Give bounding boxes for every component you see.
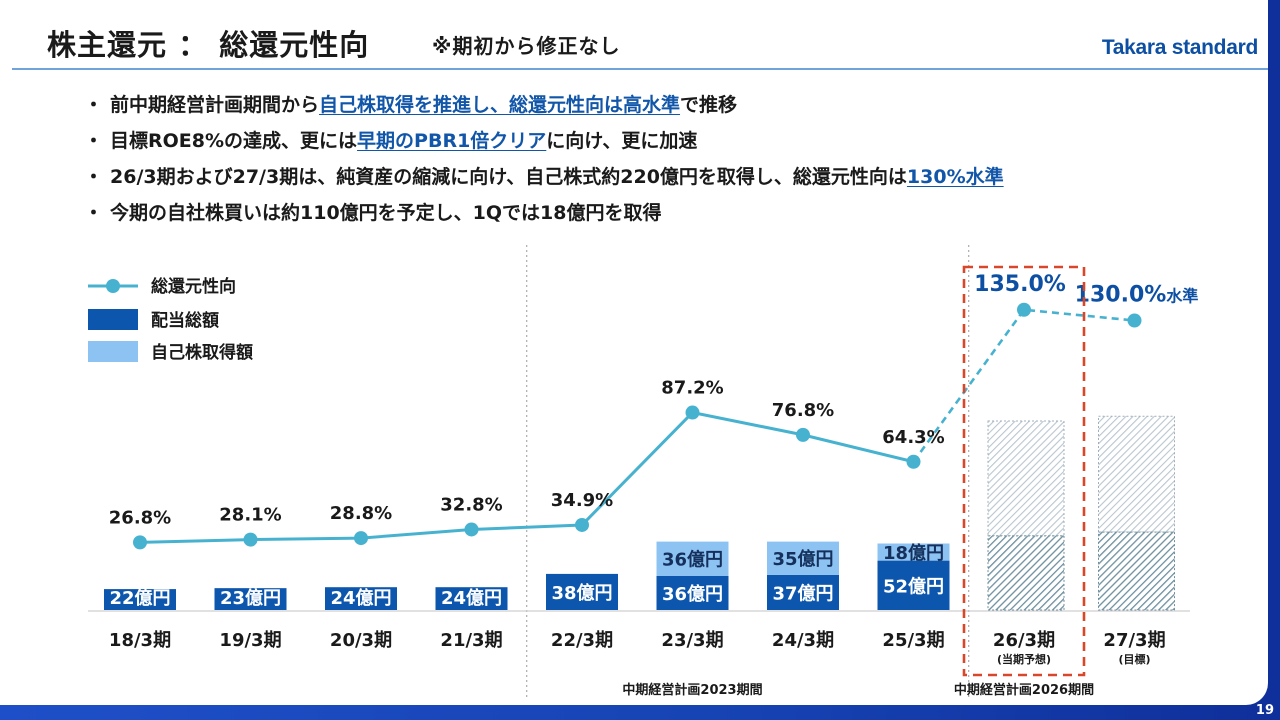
bullet-text: 目標ROE8%の達成、更には: [110, 130, 358, 152]
payout-ratio-forecast-line: [912, 308, 1135, 463]
bullet-highlight: 自己株取得を推進し、総還元性向は高水準: [319, 94, 681, 116]
payout-ratio-label: 34.9%: [551, 490, 613, 511]
payout-ratio-point: [685, 405, 700, 420]
payout-ratio-label: 130.0%水準: [1075, 283, 1199, 308]
page-number: 19: [1255, 703, 1274, 718]
dividend-bar: [325, 587, 397, 610]
category-sublabel: (目標): [1118, 652, 1150, 666]
dividend-label: 23億円: [220, 587, 281, 609]
payout-ratio-point: [906, 454, 921, 469]
buyback-label: 36億円: [662, 549, 723, 571]
dividend-bar: [877, 560, 950, 610]
page-title: 株主還元 ： 総還元性向: [47, 28, 370, 62]
dividend-bar: [546, 573, 618, 610]
payout-ratio-label: 64.3%: [882, 427, 944, 448]
dividend-bar: [435, 587, 508, 610]
slide: 株主還元 ： 総還元性向 ※期初から修正なし Takara standard ・…: [12, 22, 1268, 700]
payout-ratio-label: 32.8%: [440, 494, 502, 515]
dividend-bar: [104, 589, 176, 610]
category-label: 25/3期: [882, 630, 944, 651]
dividend-label: 24億円: [330, 587, 391, 609]
bullet-text: に向け、更に加速: [546, 130, 698, 152]
payout-ratio-point: [575, 517, 589, 532]
category-label: 18/3期: [109, 630, 171, 651]
payout-ratio-point: [133, 535, 147, 550]
payout-ratio-point: [243, 532, 258, 547]
bullet-item: ・目標ROE8%の達成、更には早期のPBR1倍クリアに向け、更に加速: [84, 126, 1244, 162]
category-label: 19/3期: [219, 630, 281, 651]
title-note: ※期初から修正なし: [432, 34, 621, 58]
buyback-bar: [767, 541, 839, 575]
category-label: 27/3期: [1103, 630, 1165, 651]
payout-ratio-point: [464, 522, 479, 537]
bullet-item: ・前中期経営計画期間から自己株取得を推進し、総還元性向は高水準で推移: [84, 90, 1244, 126]
brand-logo: Takara standard: [1101, 36, 1258, 59]
payout-ratio-line: [139, 410, 914, 544]
payout-ratio-label: 76.8%: [772, 400, 834, 421]
dividend-label: 37億円: [772, 582, 833, 604]
title-row: 株主還元 ： 総還元性向 ※期初から修正なし Takara standard: [47, 22, 1262, 66]
payout-ratio-point: [1127, 313, 1142, 328]
payout-ratio-label: 28.1%: [219, 505, 281, 526]
bullet-item: ・今期の自社株買いは約110億円を予定し、1Qでは18億円を取得: [84, 198, 1244, 234]
period-label: 中期経営計画2026期間: [954, 682, 1094, 698]
legend-line-marker: [106, 279, 120, 293]
bullet-item: ・ 26/3期および27/3期は、純資産の縮減に向け、自己株式約220億円を取得し…: [84, 162, 1244, 198]
bullet-marker: ・: [84, 130, 104, 152]
dividend-label: 36億円: [662, 583, 723, 605]
buyback-bar: [877, 543, 950, 561]
category-label: 23/3期: [661, 630, 723, 651]
bullet-marker: ・: [84, 202, 104, 224]
forecast-highlight-box: [962, 265, 1086, 677]
legend-label: 配当総額: [151, 310, 219, 331]
payout-ratio-label: 87.2%: [661, 378, 723, 399]
forecast-buyback-bar: [987, 420, 1065, 537]
legend-label: 総還元性向: [151, 276, 236, 297]
bullet-text: 前中期経営計画期間から: [110, 94, 320, 116]
bullet-highlight: 早期のPBR1倍クリア: [357, 130, 547, 152]
legend-label: 自己株取得額: [151, 342, 253, 363]
dividend-bar: [767, 574, 839, 610]
dividend-bar: [214, 588, 287, 610]
dividend-label: 24億円: [441, 587, 502, 609]
shareholder-return-chart: 22億円 23億円 24億円 24億円 38億円 36億円 36億円 37億円 35億円 52億円…: [88, 245, 1199, 700]
bullet-marker: ・: [84, 166, 104, 188]
payout-ratio-point: [1017, 302, 1031, 317]
category-sublabel: (当期予想): [997, 652, 1051, 666]
forecast-dividend-bar: [987, 535, 1065, 611]
dividend-label: 52億円: [883, 575, 944, 597]
payout-ratio-label: 135.0%: [974, 272, 1066, 297]
category-label: 21/3期: [440, 630, 502, 651]
period-label: 中期経営計画2023期間: [622, 682, 762, 698]
bullet-text: で推移: [680, 94, 738, 116]
bullet-highlight: 130%水準: [906, 166, 1004, 188]
title-divider: [12, 68, 1268, 70]
bullet-text: 26/3期および27/3期は、純資産の縮減に向け、自己株式約220億円を取得し、…: [110, 166, 907, 188]
buyback-label: 35億円: [772, 548, 833, 570]
payout-ratio-label: 26.8%: [109, 507, 171, 528]
legend-dividend-swatch: [88, 309, 138, 330]
bullet-marker: ・: [84, 94, 104, 116]
category-label: 26/3期: [993, 630, 1055, 651]
category-label: 22/3期: [551, 630, 613, 651]
bullet-text: 今期の自社株買いは約110億円を予定し、1Qでは18億円を取得: [110, 202, 662, 224]
payout-ratio-label: 28.8%: [330, 503, 392, 524]
payout-ratio-point: [354, 531, 368, 546]
buyback-bar: [656, 541, 729, 576]
payout-ratio-point: [796, 427, 810, 442]
forecast-dividend-bar: [1098, 531, 1175, 611]
forecast-buyback-bar: [1098, 415, 1175, 533]
legend-buyback-swatch: [88, 341, 138, 362]
dividend-label: 22億円: [109, 587, 170, 609]
dividend-bar: [656, 575, 729, 610]
category-label: 24/3期: [772, 630, 834, 651]
buyback-label: 18億円: [883, 542, 944, 564]
bullet-list: ・前中期経営計画期間から自己株取得を推進し、総還元性向は高水準で推移・目標ROE…: [84, 90, 1244, 234]
category-label: 20/3期: [330, 630, 392, 651]
dividend-label: 38億円: [551, 582, 612, 604]
